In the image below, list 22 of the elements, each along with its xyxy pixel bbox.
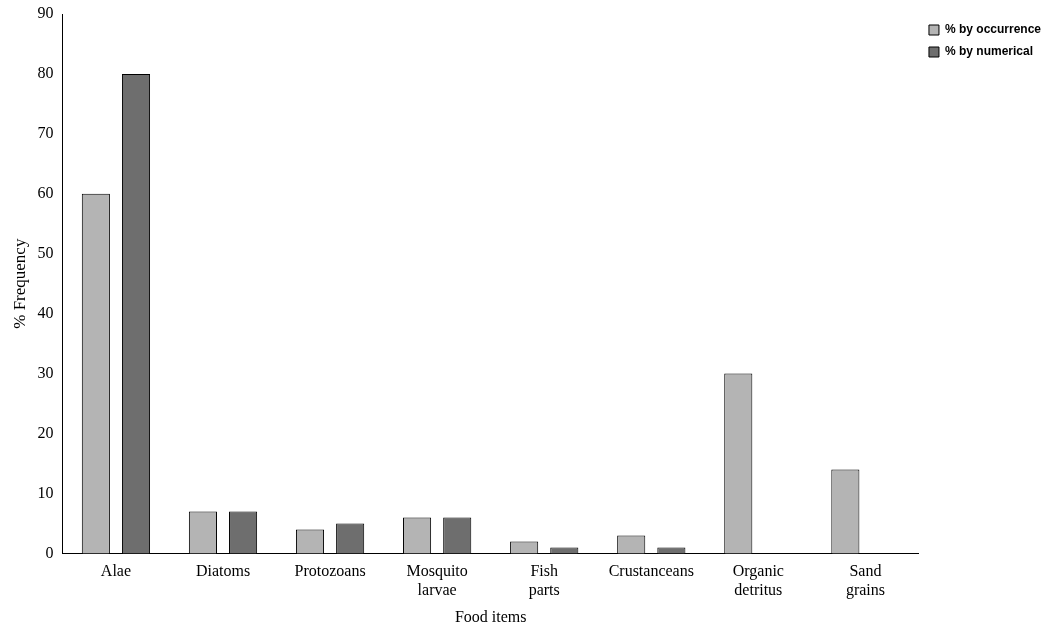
x-tick-label: Mosquito larvae xyxy=(406,562,468,599)
x-tick-label: Organic detritus xyxy=(732,562,784,599)
y-tick-label: 70 xyxy=(37,124,54,142)
y-tick-label: 20 xyxy=(37,423,54,441)
y-axis-title: % Frequency xyxy=(9,238,29,329)
y-tick-label: 10 xyxy=(37,483,54,501)
legend-label: % by numerical xyxy=(944,44,1033,59)
y-tick-label: 80 xyxy=(37,64,54,82)
y-tick-label: 90 xyxy=(37,4,54,22)
y-tick-label: 50 xyxy=(37,243,54,261)
y-tick-label: 60 xyxy=(37,184,54,201)
x-tick-label: Diatoms xyxy=(195,562,251,580)
y-tick-label: 40 xyxy=(37,303,54,321)
y-tick-label: 30 xyxy=(37,363,54,381)
legend-label: % by occurrence xyxy=(944,22,1042,37)
x-tick-label: Fish parts xyxy=(528,562,560,600)
x-axis-title: Food items xyxy=(454,607,527,625)
x-tick-label: Protozoans xyxy=(294,562,366,580)
y-tick-label: 0 xyxy=(45,543,54,561)
x-tick-label: Alae xyxy=(100,562,132,580)
x-tick-label: Crustanceans xyxy=(608,562,694,580)
x-tick-label: Sand grains xyxy=(845,562,885,600)
